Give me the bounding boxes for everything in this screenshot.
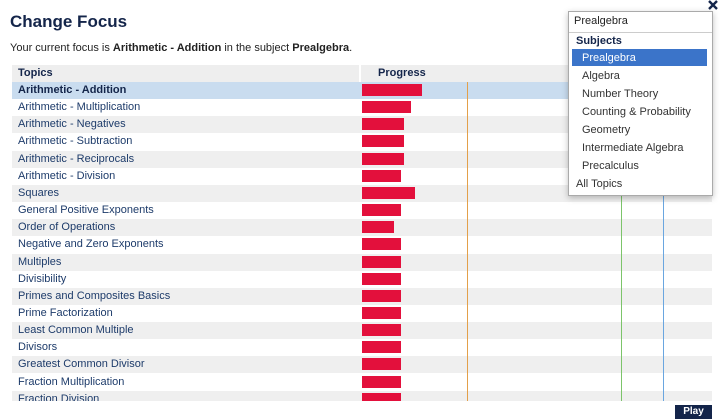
topic-name: Fraction Division (18, 392, 100, 401)
progress-bar (362, 272, 401, 285)
topic-name: Fraction Multiplication (18, 375, 125, 388)
topic-row[interactable]: Arithmetic - Reciprocals (12, 150, 712, 168)
topic-row[interactable]: Arithmetic - Addition (12, 82, 712, 99)
option-label: Counting & Probability (582, 106, 691, 118)
topic-row[interactable]: Divisors (12, 339, 712, 357)
progress-bar (362, 101, 411, 114)
topic-name: Prime Factorization (18, 306, 113, 319)
topic-name: Squares (18, 186, 59, 199)
topic-row[interactable]: Prime Factorization (12, 304, 712, 322)
topic-row[interactable]: Order of Operations (12, 219, 712, 237)
option[interactable]: Algebra (572, 67, 707, 84)
progress-bar (362, 221, 394, 234)
topic-row[interactable]: Greatest Common Divisor (12, 356, 712, 374)
progress-bar (362, 135, 404, 148)
topic-row[interactable]: Negative and Zero Exponents (12, 236, 712, 254)
subject: Prealgebra (292, 42, 350, 54)
option[interactable]: Precalculus (572, 157, 707, 174)
topic-row[interactable]: Arithmetic - Division (12, 167, 712, 185)
progress-bar (362, 341, 401, 354)
text: Your current focus is (10, 42, 113, 54)
progress-bar (362, 306, 401, 319)
threshold-line (663, 82, 664, 401)
column-header: Topics (18, 67, 53, 79)
topic-row[interactable]: Divisibility (12, 270, 712, 288)
topic-name: Divisibility (18, 272, 67, 285)
dialog-title: Change Focus (10, 12, 128, 31)
topic-row[interactable]: Arithmetic - Negatives (12, 116, 712, 134)
progress-bar (362, 84, 422, 96)
option[interactable]: Geometry (572, 121, 707, 138)
topic-row[interactable]: Multiples (12, 253, 712, 271)
topic-row[interactable]: Least Common Multiple (12, 322, 712, 340)
progress-bar (362, 289, 401, 302)
progress-bar (362, 204, 401, 217)
column-header: Progress (378, 67, 426, 79)
option-label: Algebra (582, 70, 620, 82)
subject-dropdown: Prealgebra Subjects Prealgebra Algebra Numbe… (568, 11, 713, 196)
select-value[interactable]: Prealgebra (574, 15, 628, 27)
topic-row[interactable]: Squares (12, 184, 712, 202)
topic-name: Arithmetic - Subtraction (18, 135, 133, 148)
progress-bar (362, 375, 401, 388)
select-divider (569, 32, 712, 33)
progress-bar (362, 358, 401, 371)
threshold-line (467, 82, 468, 401)
topic-row[interactable]: General Positive Exponents (12, 202, 712, 220)
topic-name: Greatest Common Divisor (18, 358, 145, 371)
topic-table: Topics Progress Arithmetic - Addition Arith… (12, 65, 712, 401)
topic-name: General Positive Exponents (18, 204, 154, 217)
option-label: Intermediate Algebra (582, 142, 684, 154)
topic-name: Multiples (18, 255, 62, 268)
topic-name: Arithmetic - Addition (18, 84, 127, 96)
topic: Arithmetic - Addition (112, 42, 222, 54)
progress-bar (362, 152, 404, 165)
option-label: Geometry (582, 124, 631, 136)
threshold-line (621, 82, 622, 401)
option[interactable]: Number Theory (572, 85, 707, 102)
option-label: Number Theory (582, 88, 659, 100)
option[interactable]: Counting & Probability (572, 103, 707, 120)
play-button[interactable]: Play (675, 405, 712, 419)
topic-name: Arithmetic - Reciprocals (18, 152, 135, 165)
table-header: Topics Progress (12, 65, 712, 82)
topic-row[interactable]: Fraction Division (12, 390, 712, 401)
progress-bar (362, 169, 401, 182)
progress-bar (362, 255, 401, 268)
topic-name: Arithmetic - Division (18, 169, 116, 182)
topic-row[interactable]: Arithmetic - Multiplication (12, 99, 712, 117)
progress-bar (362, 392, 401, 401)
option[interactable]: Intermediate Algebra (572, 139, 707, 156)
focus-text: Your current focus is Arithmetic - Addit… (10, 42, 352, 54)
topic-name: Arithmetic - Negatives (18, 118, 126, 131)
topic-row[interactable]: Primes and Composites Basics (12, 287, 712, 305)
progress-bar (362, 324, 401, 337)
option[interactable]: All Topics (576, 178, 623, 190)
option-label: Precalculus (582, 160, 639, 172)
progress-bar (362, 118, 404, 131)
close-button[interactable] (707, 0, 719, 12)
option-label: Prealgebra (582, 52, 636, 64)
topic-name: Arithmetic - Multiplication (18, 101, 141, 114)
topic-row[interactable]: Arithmetic - Subtraction (12, 133, 712, 151)
group-label: Subjects (576, 35, 622, 47)
progress-bar (362, 186, 415, 199)
text: . (349, 42, 353, 54)
topic-row[interactable]: Fraction Multiplication (12, 373, 712, 391)
text: in the subject (221, 42, 293, 54)
topic-name: Primes and Composites Basics (18, 289, 171, 302)
topic-name: Divisors (18, 341, 58, 354)
topic-name: Least Common Multiple (18, 324, 134, 337)
option[interactable]: Prealgebra (572, 49, 707, 66)
progress-bar (362, 238, 401, 251)
topic-name: Order of Operations (18, 221, 116, 234)
topic-name: Negative and Zero Exponents (18, 238, 164, 251)
